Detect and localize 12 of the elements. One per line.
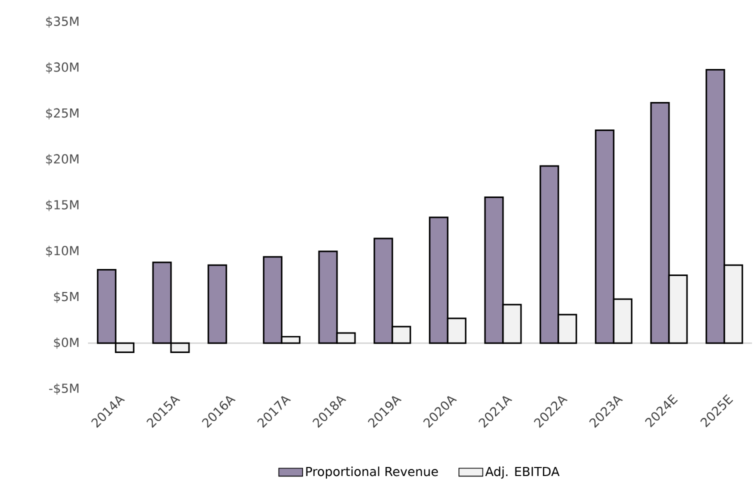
y-tick-label: $0M xyxy=(54,337,78,349)
y-tick-label: -$5M xyxy=(49,383,78,395)
y-tick-label: $5M xyxy=(54,292,78,303)
y-tick-label: $30M xyxy=(46,62,78,74)
y-tick-label: $10M xyxy=(46,246,78,258)
legend-label: Adj. EBITDA xyxy=(485,466,560,479)
y-tick-label: $25M xyxy=(46,108,78,120)
bar xyxy=(208,264,228,344)
y-tick-label: $35M xyxy=(46,16,78,28)
y-tick-label: $15M xyxy=(46,200,78,212)
legend-label: Proportional Revenue xyxy=(306,466,438,479)
y-tick-label: $20M xyxy=(46,154,78,166)
